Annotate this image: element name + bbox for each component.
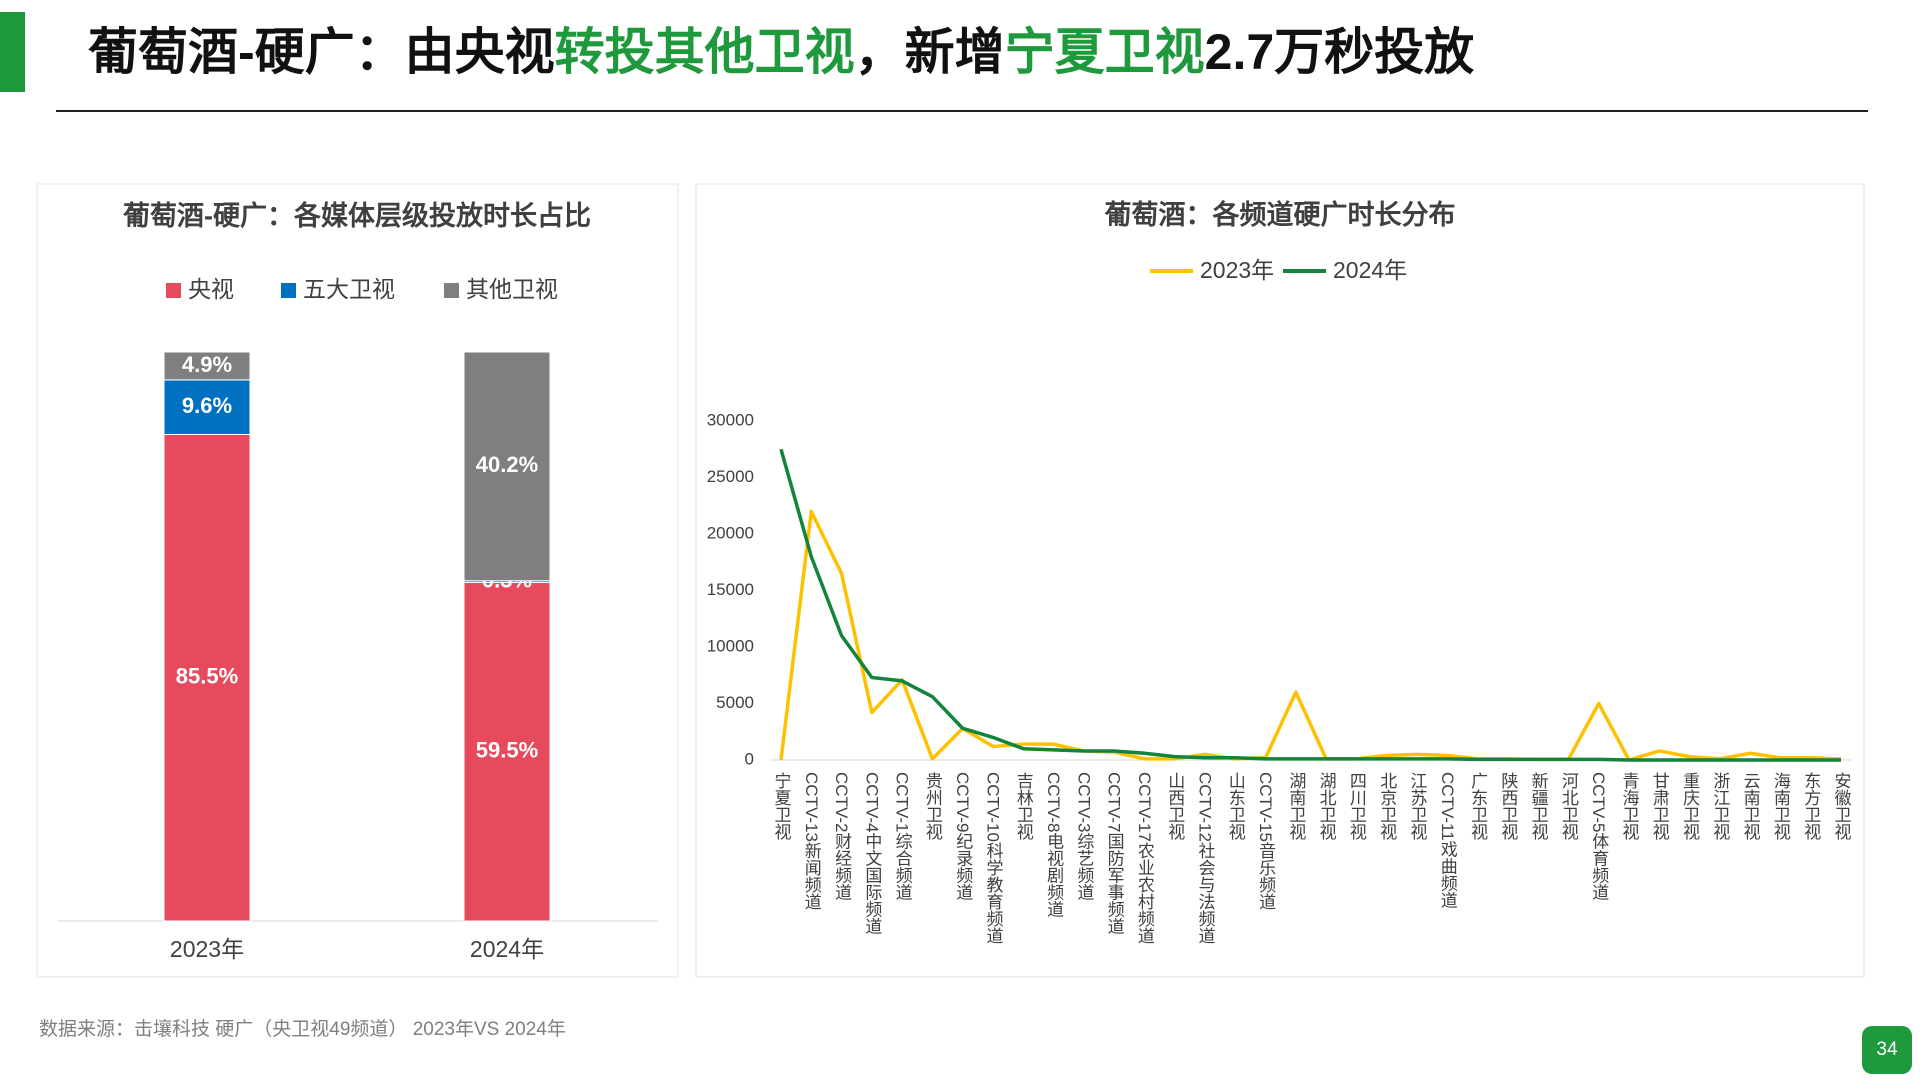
x-tick-label: CCTV-8电视剧频道 — [1044, 772, 1064, 917]
legend-swatch — [281, 283, 296, 298]
x-tick-label: CCTV-12社会与法频道 — [1196, 772, 1216, 944]
accent-bar — [0, 12, 25, 92]
legend-swatch — [444, 283, 459, 298]
x-tick-label: 2024年 — [470, 936, 544, 962]
legend-label: 其他卫视 — [466, 276, 558, 302]
data-label: 9.6% — [182, 393, 232, 418]
x-tick-label: CCTV-4中文国际频道 — [862, 772, 882, 934]
y-tick-label: 5000 — [716, 693, 754, 712]
x-tick-label: CCTV-15音乐频道 — [1256, 772, 1276, 910]
y-tick-label: 20000 — [707, 523, 754, 542]
x-tick-label: 江苏卫视 — [1408, 772, 1428, 840]
x-tick-label: CCTV-11戏曲频道 — [1438, 772, 1458, 909]
legend-label: 2024年 — [1333, 257, 1407, 283]
x-tick-label: CCTV-5体育频道 — [1589, 772, 1609, 900]
x-tick-label: 东方卫视 — [1801, 772, 1821, 840]
x-tick-label: CCTV-10科学教育频道 — [984, 772, 1004, 944]
x-tick-label: 浙江卫视 — [1710, 772, 1730, 840]
bar-segment — [163, 379, 251, 436]
series-line — [779, 448, 1841, 762]
data-label: 4.9% — [182, 352, 232, 377]
x-tick-label: CCTV-13新闻频道 — [802, 772, 822, 910]
data-label: 40.2% — [476, 452, 538, 477]
x-tick-label: CCTV-9纪录频道 — [953, 772, 973, 900]
chart-title: 葡萄酒-硬广：各媒体层级投放时长占比 — [123, 200, 591, 231]
legend-label: 央视 — [188, 276, 234, 302]
page-number: 34 — [1876, 1039, 1898, 1060]
x-tick-label: 山西卫视 — [1165, 772, 1185, 840]
slide-title: 葡萄酒-硬广：由央视转投其他卫视，新增宁夏卫视2.7万秒投放 — [88, 24, 1474, 80]
x-tick-label: 海南卫视 — [1771, 772, 1791, 840]
left-panel — [36, 183, 679, 978]
bar-segment — [463, 351, 551, 582]
chart-title: 葡萄酒：各频道硬广时长分布 — [1105, 199, 1456, 230]
x-tick-label: CCTV-3综艺频道 — [1074, 772, 1094, 900]
right-panel — [695, 183, 1865, 978]
x-tick-label: 湖北卫视 — [1317, 772, 1337, 840]
x-tick-label: CCTV-1综合频道 — [893, 772, 913, 900]
title-part: 转投其他卫视 — [555, 24, 855, 80]
source-note: 数据来源：击壤科技 硬广（央卫视49频道） 2023年VS 2024年 — [39, 1018, 566, 1040]
y-tick-label: 10000 — [707, 636, 754, 655]
x-tick-label: CCTV-7国防军事频道 — [1105, 772, 1125, 934]
title-part: 2.7万秒投放 — [1205, 24, 1475, 80]
legend-label: 五大卫视 — [303, 276, 395, 302]
bar-segment — [463, 581, 551, 922]
x-tick-label: 吉林卫视 — [1014, 772, 1033, 840]
x-tick-label: 河北卫视 — [1559, 772, 1579, 840]
x-tick-label: 青海卫视 — [1620, 772, 1640, 840]
bar-segment — [163, 434, 251, 922]
title-part: ，新增 — [855, 24, 1005, 80]
x-tick-label: 2023年 — [170, 936, 244, 962]
x-tick-label: 广东卫视 — [1468, 772, 1488, 840]
x-tick-label: 重庆卫视 — [1680, 772, 1700, 840]
x-tick-label: 新疆卫视 — [1529, 772, 1549, 840]
x-tick-label: CCTV-2财经频道 — [832, 772, 852, 900]
y-tick-label: 30000 — [707, 410, 754, 429]
x-tick-label: 四川卫视 — [1347, 772, 1367, 840]
x-tick-label: 陕西卫视 — [1498, 772, 1518, 840]
title-part: 宁夏卫视 — [1005, 24, 1205, 80]
page-badge — [1862, 1026, 1912, 1074]
series-line — [779, 509, 1842, 762]
x-tick-label: CCTV-17农业农村频道 — [1135, 772, 1155, 944]
x-tick-label: 安徽卫视 — [1832, 772, 1852, 840]
y-tick-label: 15000 — [707, 580, 754, 599]
bar-segment — [163, 351, 251, 381]
y-tick-label: 25000 — [707, 467, 754, 486]
x-tick-label: 贵州卫视 — [923, 772, 943, 840]
legend-label: 2023年 — [1200, 257, 1274, 283]
x-tick-label: 北京卫视 — [1377, 772, 1397, 840]
legend-swatch — [166, 283, 181, 298]
x-tick-label: 山东卫视 — [1226, 772, 1246, 840]
x-tick-label: 湖南卫视 — [1286, 772, 1306, 840]
x-tick-label: 甘肃卫视 — [1650, 772, 1670, 840]
data-label: 59.5% — [476, 738, 538, 763]
x-tick-label: 云南卫视 — [1741, 772, 1761, 840]
data-label: 85.5% — [176, 664, 238, 689]
title-part: 葡萄酒-硬广：由央视 — [88, 24, 555, 80]
x-tick-label: 宁夏卫视 — [772, 772, 792, 840]
y-tick-label: 0 — [745, 749, 754, 768]
